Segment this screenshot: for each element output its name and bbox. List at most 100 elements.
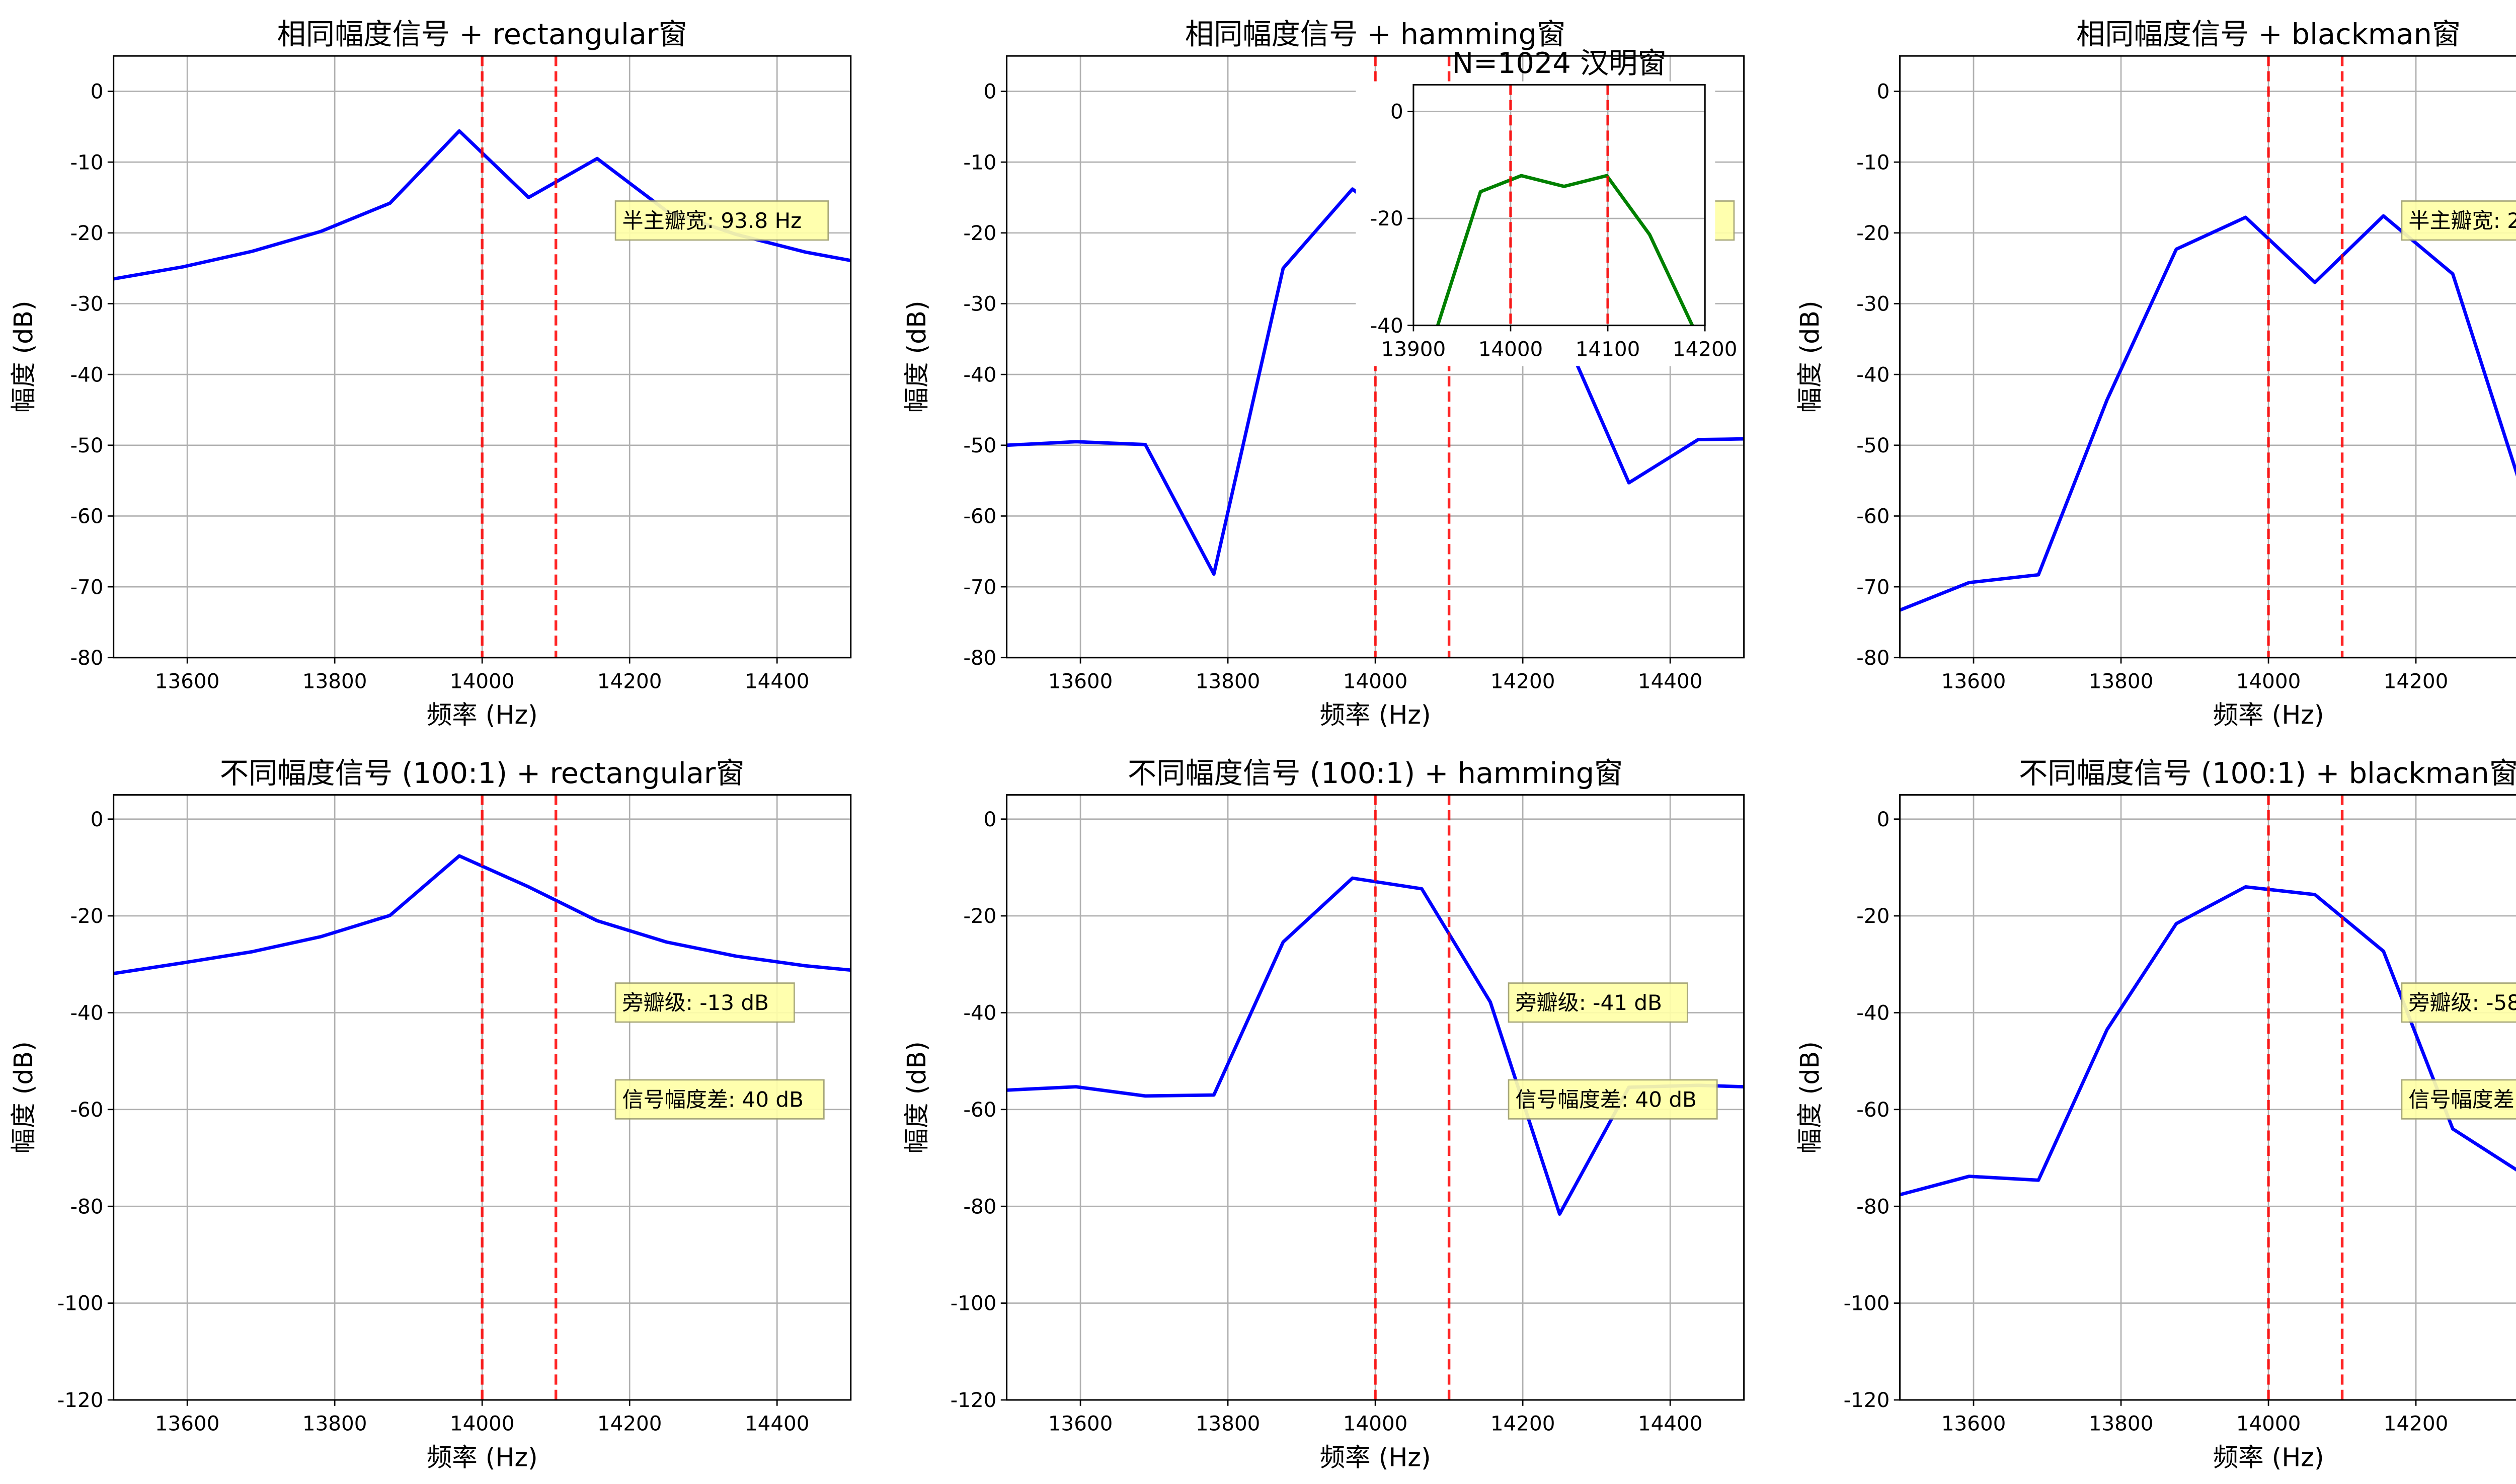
chart-1-y-tick-label: -70 — [70, 575, 103, 599]
chart-1-x-tick-label: 14000 — [450, 669, 515, 693]
chart-4-y-tick-label: -80 — [70, 1194, 103, 1218]
chart-3-y-tick-label: -60 — [1856, 504, 1890, 528]
chart-4-y-axis-label: 幅度 (dB) — [9, 1041, 38, 1153]
chart-4-x-tick-label: 13600 — [155, 1412, 220, 1436]
chart-1-x-tick-label: 14200 — [597, 669, 662, 693]
chart-1-y-tick-label: -20 — [70, 221, 103, 245]
chart-6-y-tick-label: -120 — [1844, 1388, 1890, 1412]
chart-4-x-tick-label: 14400 — [745, 1412, 810, 1436]
chart-5-axes-frame — [1006, 794, 1745, 1401]
chart-1-panel: 13600 13800 14000 14200 14400 0 -10 -20 -30 -40 -5… — [9, 18, 852, 730]
chart-1-x-axis-label: 频率 (Hz) — [427, 700, 538, 730]
chart-4-y-tick-label: -60 — [70, 1098, 103, 1122]
chart-2-y-tick-label: -40 — [963, 362, 996, 386]
chart-4-axes-frame — [113, 794, 852, 1401]
chart-4-series-line — [113, 854, 851, 975]
chart-3-y-tick-label: -80 — [1856, 646, 1890, 670]
chart-3-plot-area — [1900, 56, 2516, 658]
chart-3-title: 相同幅度信号 + blackman窗 — [2076, 18, 2461, 51]
chart-2-y-tick-label: -70 — [963, 575, 996, 599]
chart-3-x-tick-label: 13600 — [1941, 669, 2006, 693]
chart-3-x-axis-label: 频率 (Hz) — [2213, 700, 2324, 730]
chart-5-x-axis-label: 频率 (Hz) — [1320, 1442, 1431, 1472]
chart-4-annotation-box — [614, 1079, 825, 1120]
chart-3-annotation-box — [2401, 200, 2516, 241]
chart-5-y-tick-label: -120 — [951, 1388, 997, 1412]
chart-1-y-axis-label: 幅度 (dB) — [9, 300, 38, 413]
chart-3-y-tick-label: -30 — [1856, 292, 1890, 316]
chart-6-y-tick-label: -80 — [1856, 1194, 1890, 1218]
chart-2-y-tick-label: -20 — [963, 221, 996, 245]
chart-1-y-tick-label: -30 — [70, 292, 103, 316]
chart-6-title: 不同幅度信号 (100:1) + blackman窗 — [2019, 756, 2516, 790]
chart-4-y-tick-label: -20 — [70, 904, 103, 928]
chart-5-x-tick-label: 14400 — [1638, 1412, 1703, 1436]
inset-x-tick-label: 14200 — [1673, 337, 1738, 361]
chart-5-annotation-text: 旁瓣级: -41 dB — [1515, 990, 1662, 1015]
chart-4-y-tick-label: -40 — [70, 1001, 103, 1025]
chart-1-y-tick-label: -10 — [70, 150, 103, 174]
chart-6-x-tick-label: 13800 — [2089, 1412, 2154, 1436]
chart-3-x-tick-label: 13800 — [2089, 669, 2154, 693]
chart-1-y-tick-label: -80 — [70, 646, 103, 670]
chart-5-x-tick-label: 13800 — [1196, 1412, 1261, 1436]
chart-5-y-tick-label: -80 — [963, 1194, 996, 1218]
chart-6-annotation-text: 旁瓣级: -58 dB — [2408, 990, 2516, 1015]
chart-3-y-tick-label: -10 — [1856, 150, 1890, 174]
chart-6-x-tick-label: 13600 — [1941, 1412, 2006, 1436]
chart-1-title: 相同幅度信号 + rectangular窗 — [277, 18, 687, 51]
chart-1-y-tick-label: -60 — [70, 504, 103, 528]
chart-3-y-axis-label: 幅度 (dB) — [1795, 300, 1825, 413]
chart-6-y-tick-label: -100 — [1844, 1291, 1890, 1315]
inset-x-tick-label: 14100 — [1576, 337, 1640, 361]
chart-4-annotation-box — [614, 982, 795, 1023]
chart-1-annotation-box — [614, 200, 829, 241]
chart-3-annotation-text: 半主瓣宽: 281.2 Hz — [2408, 208, 2516, 233]
chart-2-y-tick-label: -80 — [963, 646, 996, 670]
chart-3-series-line — [1900, 214, 2516, 612]
chart-4-y-tick-label: 0 — [91, 807, 104, 831]
chart-4-title: 不同幅度信号 (100:1) + rectangular窗 — [220, 756, 745, 790]
chart-5-y-tick-label: 0 — [984, 807, 997, 831]
inset-x-tick-label: 13900 — [1381, 337, 1446, 361]
chart-3-y-tick-label: 0 — [1877, 80, 1890, 104]
chart-4-series-group — [113, 795, 851, 1400]
chart-2-y-tick-label: -50 — [963, 433, 996, 457]
chart-5-y-tick-label: -40 — [963, 1001, 996, 1025]
chart-2-axes-frame — [1006, 55, 1745, 659]
chart-3-axes-frame — [1899, 55, 2516, 659]
chart-2-x-tick-label: 13600 — [1048, 669, 1113, 693]
inset-series-line — [1436, 174, 1694, 326]
chart-6-x-tick-label: 14000 — [2236, 1412, 2301, 1436]
chart-6-y-tick-label: -60 — [1856, 1098, 1890, 1122]
inset-title: N=1024 汉明窗 — [1452, 46, 1666, 80]
chart-1-axes-frame — [113, 55, 852, 659]
chart-1-x-tick-label: 13800 — [302, 669, 367, 693]
chart-5-title: 不同幅度信号 (100:1) + hamming窗 — [1128, 756, 1623, 790]
chart-4-annotation-text: 旁瓣级: -13 dB — [622, 990, 769, 1015]
chart-6-panel: 13600138001400014200144000-20-40-60-80-1… — [1795, 756, 2516, 1472]
inset-y-tick-label: -40 — [1370, 314, 1403, 338]
chart-1-y-tick-label: 0 — [91, 80, 104, 104]
chart-2-x-tick-label: 14000 — [1343, 669, 1408, 693]
chart-4-x-tick-label: 14000 — [450, 1412, 515, 1436]
chart-2-y-axis-label: 幅度 (dB) — [902, 300, 931, 413]
chart-4-annotation-text: 信号幅度差: 40 dB — [622, 1087, 804, 1112]
inset-axes-frame — [1412, 84, 1706, 327]
chart-2-y-tick-label: 0 — [984, 80, 997, 104]
chart-3-y-tick-label: -50 — [1856, 433, 1890, 457]
chart-3-x-tick-label: 14000 — [2236, 669, 2301, 693]
chart-1-x-tick-label: 14400 — [745, 669, 810, 693]
chart-3-y-tick-label: -20 — [1856, 221, 1890, 245]
chart-5-y-axis-label: 幅度 (dB) — [902, 1041, 931, 1153]
chart-6-axes-frame — [1899, 794, 2516, 1401]
inset-panel: 13900 14000 14100 14200 0 -20 -40 N=1024 汉明窗 — [1370, 46, 1738, 361]
chart-5-annotation-box — [1508, 982, 1688, 1023]
chart-3-x-tick-label: 14200 — [2384, 669, 2449, 693]
chart-2-x-tick-label: 14400 — [1638, 669, 1703, 693]
chart-6-y-axis-label: 幅度 (dB) — [1795, 1041, 1825, 1153]
chart-5-x-tick-label: 14000 — [1343, 1412, 1408, 1436]
chart-5-y-tick-label: -100 — [951, 1291, 997, 1315]
inset-series-group — [1436, 85, 1694, 326]
chart-6-series-line — [1900, 885, 2516, 1197]
